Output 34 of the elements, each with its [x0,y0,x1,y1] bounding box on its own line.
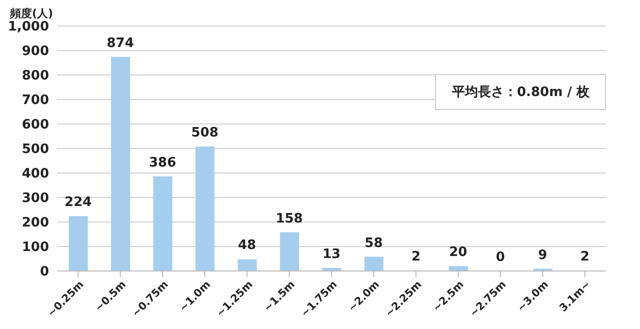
y-tick-label: 1,000 [8,20,49,35]
y-tick-label: 800 [22,68,49,84]
data-label: 20 [449,245,468,260]
y-tick-label: 200 [22,216,49,231]
bar [238,259,257,271]
data-label: 2 [580,250,590,265]
y-tick-label: 900 [22,44,49,60]
bar [196,146,215,271]
data-label: 508 [191,126,218,141]
bar [280,232,299,271]
data-label: 2 [411,250,420,265]
data-label: 0 [496,250,505,265]
bar [68,216,88,271]
y-axis-title: 頻度(人) [10,6,54,20]
data-label: 386 [149,155,176,170]
data-label: 224 [64,195,92,210]
bar [448,266,468,271]
data-label: 874 [106,36,134,51]
y-tick-label: 300 [22,191,49,206]
y-tick-label: 0 [40,264,49,280]
data-label: 58 [364,236,383,251]
bar [111,56,130,271]
y-tick-label: 100 [22,240,49,256]
y-tick-label: 500 [22,142,49,158]
y-tick-label: 700 [22,93,49,108]
data-label: 158 [276,211,303,226]
y-tick-label: 400 [22,166,49,182]
y-tick-label: 600 [22,118,49,133]
annotation: 平均長さ：0.80m / 枚 [435,74,606,110]
data-label: 9 [538,248,548,263]
data-label: 13 [322,246,341,262]
data-label: 48 [238,238,256,254]
bar [153,176,172,271]
bar [364,256,384,271]
